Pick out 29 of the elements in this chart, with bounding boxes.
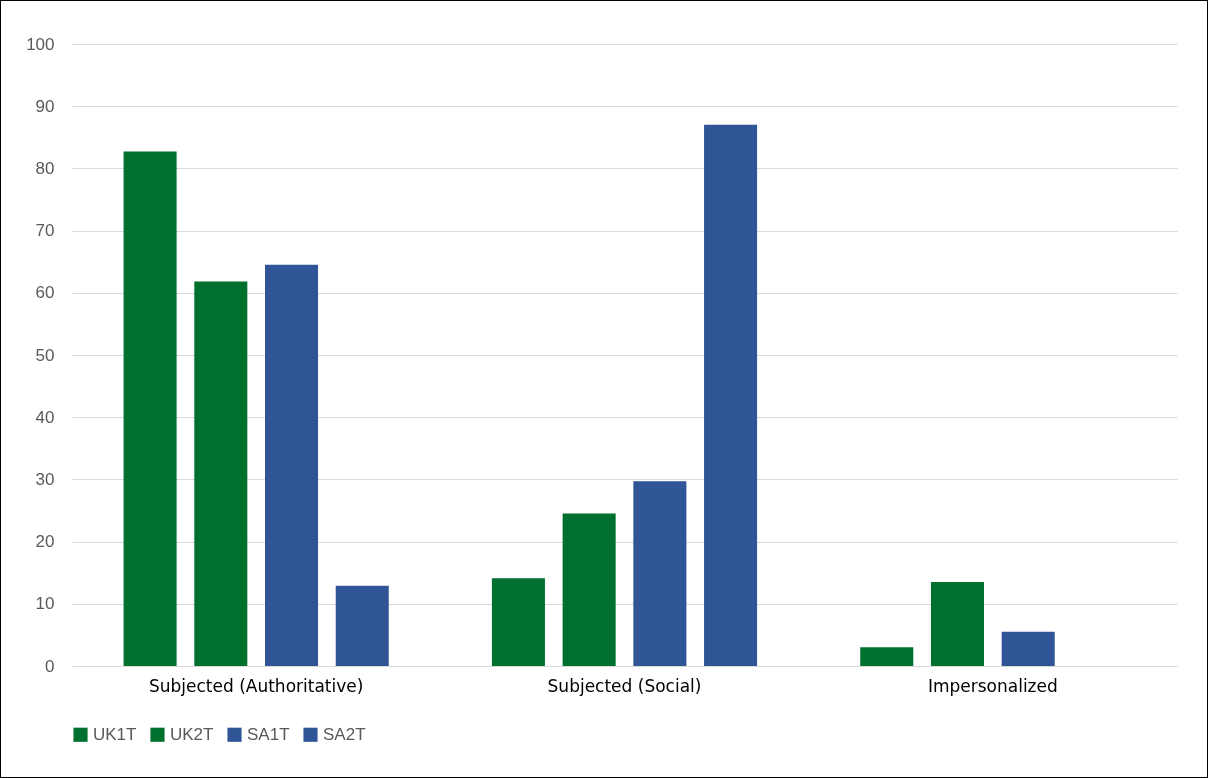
y-tick-label: 50 <box>35 345 55 365</box>
y-tick-label: 90 <box>35 96 55 116</box>
bar <box>633 481 687 666</box>
legend-label: SA1T <box>247 724 290 744</box>
x-tick-label: Impersonalized <box>927 675 1058 696</box>
y-tick-label: 80 <box>35 158 55 178</box>
legend-label: UK2T <box>170 724 214 744</box>
bar <box>930 582 984 666</box>
bar <box>335 585 389 666</box>
bar <box>704 124 758 666</box>
y-tick-label: 30 <box>35 469 55 489</box>
bar <box>265 264 319 666</box>
bar <box>123 151 177 666</box>
bar <box>860 647 914 666</box>
y-tick-label: 0 <box>45 656 55 676</box>
y-tick-label: 100 <box>26 34 55 54</box>
legend-label: UK1T <box>93 724 137 744</box>
bar <box>1001 631 1055 666</box>
legend-label: SA2T <box>323 724 366 744</box>
y-tick-label: 60 <box>35 283 55 303</box>
y-tick-label: 40 <box>35 407 55 427</box>
y-tick-label: 10 <box>35 594 55 614</box>
bar <box>194 281 248 666</box>
bar <box>562 513 616 666</box>
x-tick-label: Subjected (Social) <box>547 675 702 696</box>
y-tick-label: 70 <box>35 221 55 241</box>
x-tick-label: Subjected (Authoritative) <box>148 675 364 696</box>
bar <box>491 578 545 666</box>
y-tick-label: 20 <box>35 532 55 552</box>
